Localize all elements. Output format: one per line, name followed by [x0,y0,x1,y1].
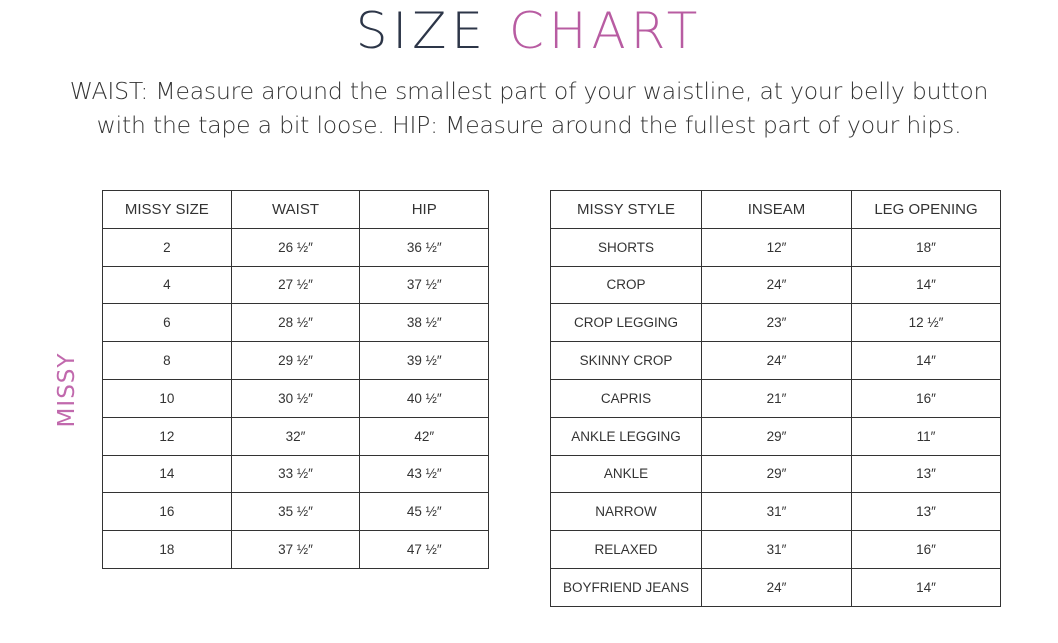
table-cell: 47 ½″ [359,530,490,569]
table-cell: 23″ [701,303,852,343]
table-cell: 42″ [359,416,490,456]
table-cell: ANKLE [550,454,702,494]
table-row: CROP 24″ 14″ [550,265,1001,305]
table-row: 4 27 ½″ 37 ½″ [102,265,490,305]
table-cell: 24″ [701,567,852,607]
table-cell: 39 ½″ [359,341,490,380]
column-header: LEG OPENING [851,190,1001,229]
table-cell: 2 [102,227,232,267]
table-cell: 14 [102,454,232,494]
column-header: WAIST [230,190,361,229]
table-cell: 18 [102,530,232,569]
table-cell: 13″ [851,454,1001,494]
table-row: 16 35 ½″ 45 ½″ [102,492,490,532]
table-cell: RELAXED [550,530,702,569]
table-cell: BOYFRIEND JEANS [550,567,702,607]
table-cell: ANKLE LEGGING [550,416,702,456]
table-cell: 36 ½″ [359,227,490,267]
table-cell: CROP LEGGING [550,303,702,343]
title-chart: CHART [508,2,703,60]
table-cell: 33 ½″ [230,454,361,494]
missy-side-label: MISSY [54,352,80,428]
table-cell: 43 ½″ [359,454,490,494]
table-row: 12 32″ 42″ [102,416,490,456]
table-cell: SHORTS [550,227,702,267]
table-cell: 21″ [701,378,852,418]
size-table-header: MISSY SIZE WAIST HIP [102,190,490,229]
table-cell: 31″ [701,492,852,532]
table-cell: 29″ [701,416,852,456]
table-row: 14 33 ½″ 43 ½″ [102,454,490,494]
table-cell: 6 [102,303,232,343]
table-cell: 40 ½″ [359,378,490,418]
table-row: ANKLE LEGGING 29″ 11″ [550,416,1001,456]
table-cell: 14″ [851,265,1001,305]
table-cell: 14″ [851,341,1001,380]
table-cell: 13″ [851,492,1001,532]
style-table: MISSY STYLE INSEAM LEG OPENING SHORTS 12″ 18… [550,190,1001,607]
table-cell: 26 ½″ [230,227,361,267]
measurement-instructions: WAIST: Measure around the smallest part … [0,74,1058,142]
instructions-line-2: with the tape a bit loose. HIP: Measure … [96,111,962,139]
table-cell: 18″ [851,227,1001,267]
table-cell: 29 ½″ [230,341,361,380]
table-cell: 29″ [701,454,852,494]
table-cell: 8 [102,341,232,380]
table-cell: 32″ [230,416,361,456]
table-row: 6 28 ½″ 38 ½″ [102,303,490,343]
table-cell: NARROW [550,492,702,532]
table-cell: 4 [102,265,232,305]
table-cell: 30 ½″ [230,378,361,418]
column-header: MISSY STYLE [550,190,702,229]
table-row: NARROW 31″ 13″ [550,492,1001,532]
page-title: SIZE CHART [0,2,1058,60]
column-header: INSEAM [701,190,852,229]
table-cell: SKINNY CROP [550,341,702,380]
size-table: MISSY SIZE WAIST HIP 2 26 ½″ 36 ½″ 4 27 ½″ 37 ½… [102,190,490,569]
table-cell: 12 ½″ [851,303,1001,343]
instructions-line-1: WAIST: Measure around the smallest part … [69,77,989,105]
style-table-header: MISSY STYLE INSEAM LEG OPENING [550,190,1001,229]
table-row: CAPRIS 21″ 16″ [550,378,1001,418]
table-cell: 28 ½″ [230,303,361,343]
table-cell: 16 [102,492,232,532]
table-cell: 24″ [701,265,852,305]
table-cell: 45 ½″ [359,492,490,532]
table-cell: 10 [102,378,232,418]
table-row: SKINNY CROP 24″ 14″ [550,341,1001,380]
table-row: ANKLE 29″ 13″ [550,454,1001,494]
table-row: BOYFRIEND JEANS 24″ 14″ [550,567,1001,607]
table-cell: 27 ½″ [230,265,361,305]
table-cell: 14″ [851,567,1001,607]
table-cell: 16″ [851,530,1001,569]
table-cell: 12 [102,416,232,456]
table-cell: 24″ [701,341,852,380]
column-header: HIP [359,190,490,229]
table-cell: 38 ½″ [359,303,490,343]
table-cell: 37 ½″ [230,530,361,569]
table-row: 8 29 ½″ 39 ½″ [102,341,490,380]
table-row: RELAXED 31″ 16″ [550,530,1001,569]
table-row: 18 37 ½″ 47 ½″ [102,530,490,569]
table-row: CROP LEGGING 23″ 12 ½″ [550,303,1001,343]
table-row: SHORTS 12″ 18″ [550,227,1001,267]
table-cell: 11″ [851,416,1001,456]
column-header: MISSY SIZE [102,190,232,229]
table-cell: 35 ½″ [230,492,361,532]
table-cell: 31″ [701,530,852,569]
table-cell: CROP [550,265,702,305]
table-cell: 37 ½″ [359,265,490,305]
table-row: 2 26 ½″ 36 ½″ [102,227,490,267]
table-cell: 16″ [851,378,1001,418]
table-cell: CAPRIS [550,378,702,418]
table-row: 10 30 ½″ 40 ½″ [102,378,490,418]
title-size: SIZE [355,2,489,60]
table-cell: 12″ [701,227,852,267]
